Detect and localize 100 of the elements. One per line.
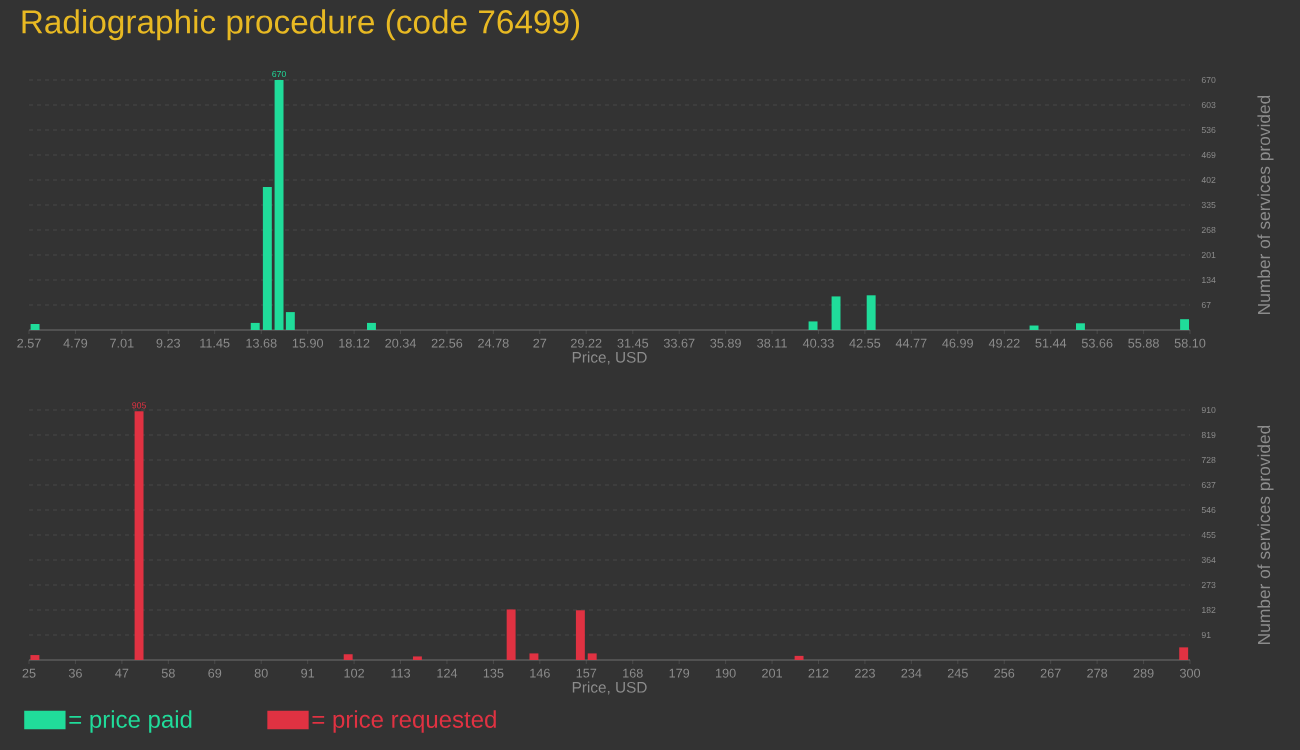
x-tick-label: 135: [483, 668, 504, 678]
x-tick-label: 201: [762, 668, 782, 678]
x-tick-label: 9.23: [156, 338, 181, 348]
y-tick-label: 273: [1201, 581, 1216, 589]
bar: [794, 655, 804, 660]
x-tick-label: 25: [22, 668, 36, 678]
bar: [250, 322, 260, 330]
x-tick-label: 289: [1133, 668, 1154, 678]
x-tick-label: 245: [947, 668, 968, 678]
y-tick-label: 364: [1201, 556, 1216, 564]
x-tick-label: 29.22: [570, 338, 602, 348]
x-tick-label: 35.89: [710, 338, 741, 348]
x-tick-label: 234: [901, 668, 922, 678]
bar: [367, 322, 376, 330]
bar: [412, 656, 422, 660]
y-tick-label: 91: [1201, 631, 1211, 639]
x-tick-label: 55.88: [1128, 338, 1159, 348]
bar: [30, 655, 40, 660]
x-tick-label: 36: [68, 668, 82, 678]
y-tick-label: 910: [1201, 406, 1216, 414]
x-tick-label: 300: [1179, 668, 1201, 678]
bar: [587, 653, 597, 660]
x-tick-label: 13.68: [246, 338, 277, 348]
bar: [262, 187, 272, 330]
bar: [285, 312, 295, 330]
y-tick-label: 728: [1201, 456, 1216, 464]
x-tick-label: 53.66: [1081, 338, 1113, 348]
y-tick-label: 469: [1201, 151, 1216, 159]
y-tick-label: 637: [1201, 481, 1216, 489]
x-tick-label: 44.77: [895, 338, 927, 348]
bar: [134, 411, 144, 660]
y-tick-label: 134: [1202, 276, 1216, 284]
y-tick-label: 536: [1201, 126, 1216, 134]
x-tick-label: 113: [391, 668, 411, 678]
x-tick-label: 33.67: [663, 338, 695, 348]
x-tick-label: 146: [530, 668, 550, 678]
x-tick-label: 256: [994, 668, 1015, 678]
data-label: 670: [272, 70, 286, 78]
bar: [575, 610, 585, 660]
x-tick-label: 91: [301, 668, 315, 678]
x-tick-label: 20.34: [385, 338, 416, 348]
x-tick-label: 49.22: [988, 338, 1020, 348]
y-tick-label: 819: [1201, 431, 1216, 439]
y-tick-label: 455: [1201, 531, 1216, 539]
bar: [808, 321, 818, 330]
x-tick-label: 31.45: [617, 338, 649, 348]
x-tick-label: 18.12: [339, 338, 370, 348]
x-tick-label: 212: [808, 668, 829, 678]
y-axis-title: Number of services provided: [1257, 425, 1274, 644]
bar: [343, 654, 353, 660]
x-tick-label: 46.99: [942, 338, 973, 348]
y-tick-label: 603: [1201, 101, 1216, 109]
x-tick-label: 42.55: [849, 338, 881, 348]
x-tick-label: 15.90: [292, 338, 324, 348]
y-tick-label: 67: [1201, 301, 1211, 309]
y-tick-label: 268: [1201, 226, 1216, 234]
bar: [1179, 647, 1189, 660]
x-tick-label: 58.10: [1174, 338, 1206, 348]
x-tick-label: 168: [623, 668, 643, 678]
x-tick-label: 278: [1087, 668, 1108, 678]
chart-title: Radiographic procedure (code 76499): [22, 9, 580, 41]
y-tick-label: 402: [1201, 176, 1216, 184]
y-tick-label: 670: [1201, 76, 1216, 84]
y-tick-label: 335: [1201, 201, 1216, 209]
x-tick-label: 47: [115, 668, 129, 678]
x-axis-title: Price, USD: [572, 351, 647, 365]
x-tick-label: 157: [576, 668, 597, 678]
bar: [1180, 319, 1190, 330]
x-tick-label: 51.44: [1035, 338, 1067, 348]
x-tick-label: 179: [669, 668, 690, 678]
x-tick-label: 40.33: [802, 338, 834, 348]
x-tick-label: 102: [344, 668, 365, 678]
x-tick-label: 223: [854, 668, 875, 678]
y-tick-label: 201: [1201, 251, 1216, 259]
x-tick-label: 190: [716, 668, 736, 678]
data-label: 905: [132, 402, 146, 409]
x-tick-label: 27: [533, 338, 547, 348]
bar: [1075, 323, 1085, 330]
bar: [529, 653, 539, 660]
bar: [831, 296, 841, 330]
x-tick-label: 2.57: [17, 338, 41, 348]
y-axis-title: Number of services provided: [1257, 95, 1274, 314]
bar: [30, 324, 40, 330]
x-tick-label: 80: [254, 668, 268, 678]
bar: [1029, 325, 1039, 330]
x-tick-label: 58: [161, 668, 175, 678]
x-axis-title: Price, USD: [572, 681, 647, 695]
x-tick-label: 267: [1040, 668, 1061, 678]
x-tick-label: 11.45: [200, 338, 230, 348]
y-tick-label: 182: [1202, 606, 1216, 614]
bar: [274, 80, 284, 330]
x-tick-label: 4.79: [63, 338, 88, 348]
legend-label: = price paid: [69, 710, 192, 733]
x-tick-label: 124: [437, 668, 458, 678]
x-tick-label: 38.11: [757, 338, 787, 348]
x-tick-label: 69: [208, 668, 222, 678]
y-tick-label: 546: [1201, 506, 1216, 514]
x-tick-label: 7.01: [110, 338, 134, 348]
bar: [866, 295, 876, 330]
x-tick-label: 24.78: [478, 338, 509, 348]
